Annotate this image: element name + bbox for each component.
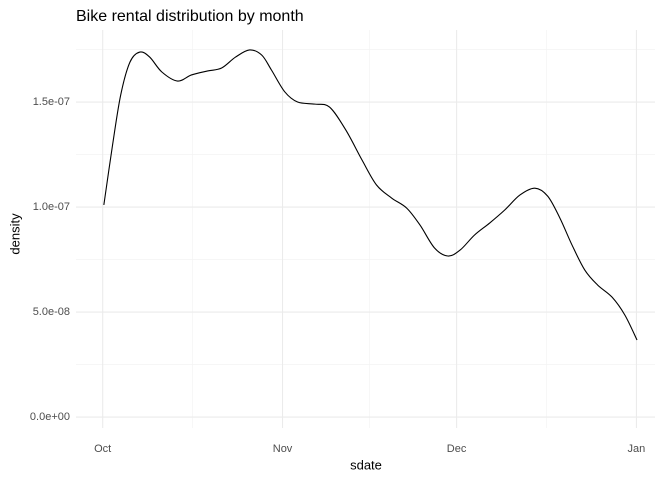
y-tick-label: 0.0e+00 [30,411,70,423]
chart-title: Bike rental distribution by month [76,8,304,25]
x-tick-label: Jan [628,443,646,455]
y-tick-label: 1.5e-07 [33,96,70,108]
y-axis-label: density [7,213,22,255]
x-tick-label: Oct [94,443,111,455]
density-line [103,49,638,341]
x-tick-label: Nov [273,443,293,455]
x-tick-label: Dec [447,443,467,455]
y-tick-label: 5.0e-08 [33,306,70,318]
x-axis-label: sdate [350,457,382,472]
y-tick-label: 1.0e-07 [33,201,70,213]
